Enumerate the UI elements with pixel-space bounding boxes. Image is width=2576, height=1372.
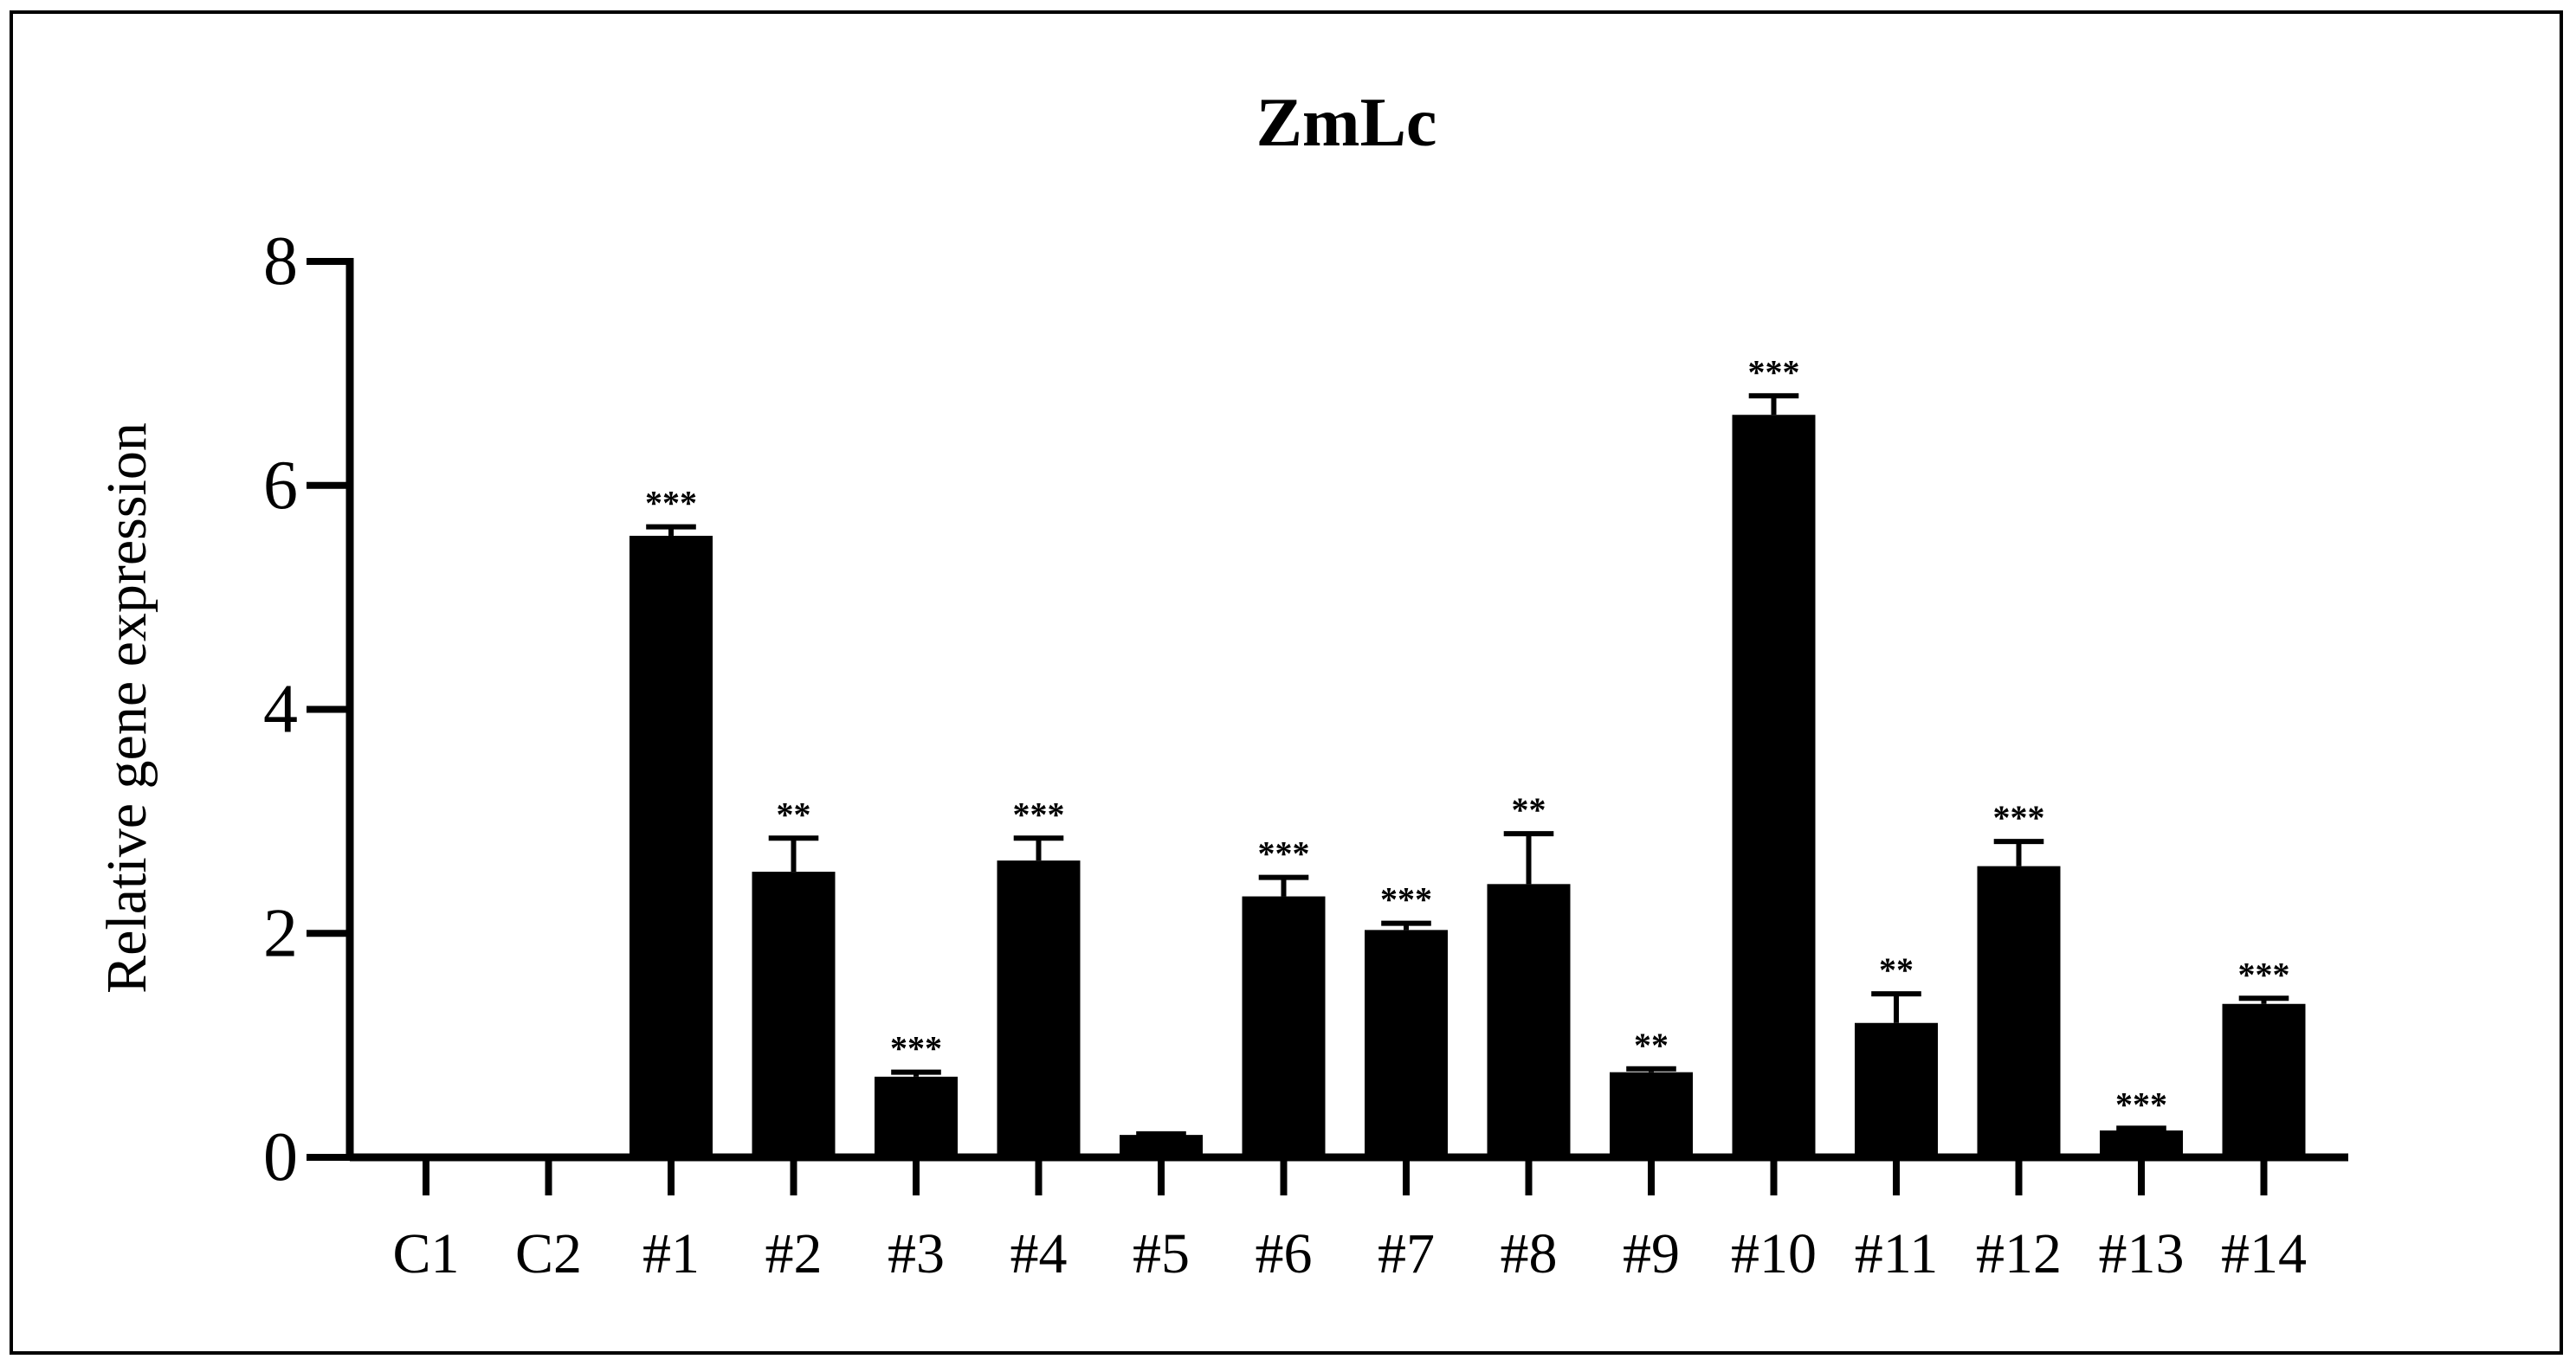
significance-label: ***	[2238, 955, 2290, 994]
bar	[1487, 884, 1571, 1157]
bar	[752, 872, 836, 1157]
significance-label: ***	[1258, 834, 1310, 873]
significance-label: ***	[1993, 798, 2045, 837]
significance-label: **	[1879, 950, 1914, 989]
bar	[1732, 415, 1816, 1157]
significance-label: ***	[1013, 795, 1065, 834]
significance-label: ***	[890, 1029, 942, 1068]
y-tick-label: 6	[263, 448, 298, 524]
y-tick-label: 2	[263, 895, 298, 971]
significance-label: ***	[1748, 352, 1800, 391]
x-tick-label: #3	[888, 1222, 945, 1285]
y-tick-label: 4	[263, 672, 298, 748]
x-tick-label: #11	[1855, 1222, 1939, 1285]
bar	[1365, 930, 1448, 1157]
x-tick-label: #13	[2099, 1222, 2185, 1285]
significance-label: **	[777, 795, 811, 834]
bar	[875, 1076, 958, 1157]
y-tick-label: 8	[263, 223, 298, 300]
bar	[2222, 1003, 2306, 1157]
bar	[1610, 1072, 1693, 1157]
bar	[1855, 1022, 1938, 1157]
x-tick-label: #9	[1623, 1222, 1680, 1285]
x-tick-label: #10	[1731, 1222, 1817, 1285]
significance-label: ***	[645, 484, 697, 523]
significance-label: ***	[2115, 1085, 2167, 1124]
bar	[1977, 866, 2061, 1157]
x-tick-label: #7	[1378, 1222, 1435, 1285]
x-tick-label: #12	[1976, 1222, 2062, 1285]
bar	[629, 535, 713, 1157]
axes-layer: C1 C2 #1 #2 #3 #4 #5 #6 #7 #8 #9 #10 #11 #12 #13 #14 0 2 4…	[263, 223, 2348, 1285]
significance-label: **	[1634, 1026, 1669, 1065]
x-tick-label: #8	[1501, 1222, 1558, 1285]
significance-label: ***	[1380, 880, 1432, 919]
x-tick-label: #2	[765, 1222, 823, 1285]
y-tick-label: 0	[263, 1119, 298, 1195]
bar	[2100, 1130, 2183, 1157]
significance-label: **	[1512, 790, 1546, 829]
bar	[997, 860, 1081, 1157]
bar	[1242, 896, 1326, 1157]
x-tick-label: #1	[642, 1222, 700, 1285]
y-axis-label: Relative gene expression	[95, 422, 158, 994]
x-tick-label: #5	[1133, 1222, 1190, 1285]
x-tick-label: #4	[1010, 1222, 1068, 1285]
bars-layer: ***********************************	[629, 352, 2306, 1157]
x-tick-label: C2	[515, 1222, 582, 1285]
x-tick-label: C1	[392, 1222, 459, 1285]
x-tick-label: #14	[2221, 1222, 2307, 1285]
x-tick-label: #6	[1256, 1222, 1313, 1285]
figure-frame	[10, 10, 2563, 1355]
chart-title: ZmLc	[1256, 85, 1437, 161]
